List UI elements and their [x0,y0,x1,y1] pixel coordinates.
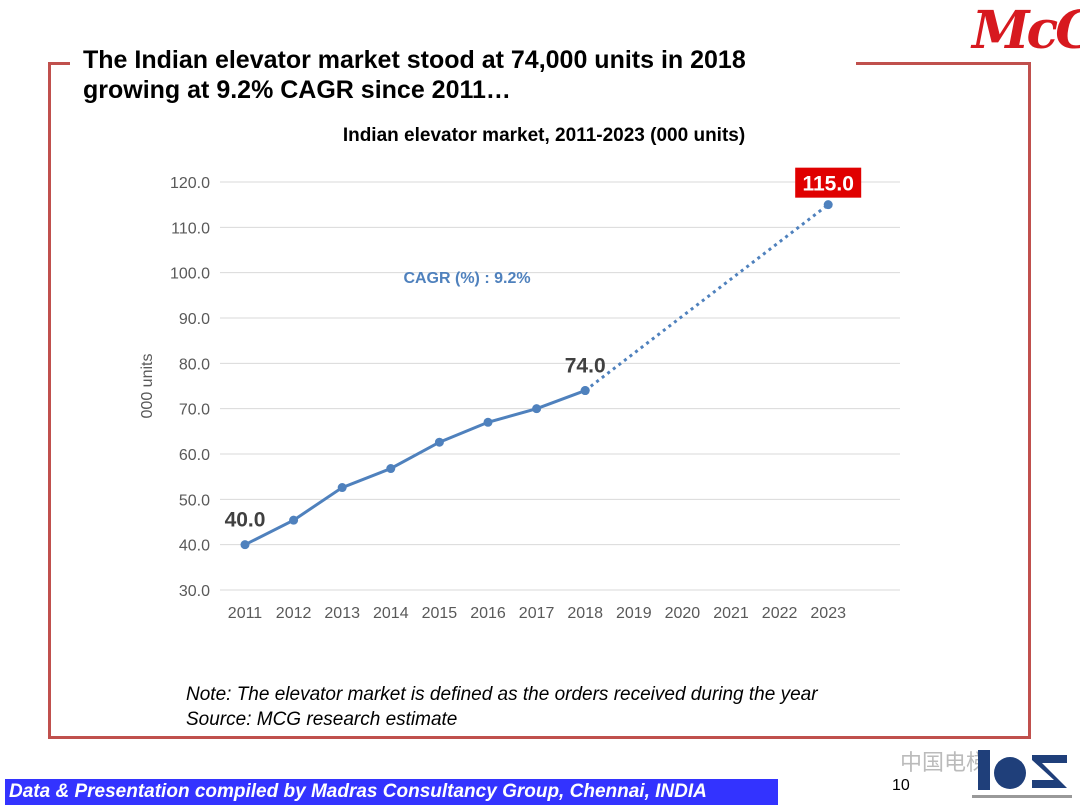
y-tick-label: 120.0 [170,175,210,192]
data-point [289,515,299,525]
data-point [386,464,396,474]
y-tick-label: 60.0 [179,447,210,464]
mcg-logo: McG [972,0,1080,61]
x-tick-label: 2016 [470,605,506,622]
y-tick-label: 50.0 [179,492,210,509]
x-tick-label: 2013 [324,605,360,622]
x-tick-label: 2019 [616,605,652,622]
chart-title: Indian elevator market, 2011-2023 (000 u… [342,125,746,146]
data-point [580,386,590,396]
x-tick-label: 2015 [422,605,458,622]
y-tick-label: 100.0 [170,266,210,283]
data-point [434,437,444,447]
y-tick-label: 80.0 [179,356,210,373]
x-tick-label: 2012 [276,605,312,622]
highlight-label-bg [795,167,862,198]
x-tick-label: 2021 [713,605,749,622]
x-tick-label: 2023 [810,605,846,622]
data-label: 115.0 [802,173,853,196]
x-tick-label: 2017 [519,605,555,622]
y-tick-label: 90.0 [179,311,210,328]
note-text: Note: The elevator market is defined as … [186,684,818,705]
data-label: 40.0 [225,509,266,532]
x-tick-label: 2014 [373,605,409,622]
watermark: 中国电梯 [900,750,989,775]
expo-logo-icon [972,750,1072,798]
x-tick-label: 2020 [665,605,701,622]
slide-title: The Indian elevator market stood at 74,0… [83,46,746,104]
actual-line [244,389,586,547]
data-point [483,417,493,427]
slide-frame [48,63,1031,739]
y-tick-label: 110.0 [171,220,210,237]
x-tick-label: 2011 [228,605,263,622]
frame-top-right [856,62,1031,65]
y-tick-label: 40.0 [179,538,210,555]
cagr-annotation: CAGR (%) : 9.2% [403,270,530,287]
footer-banner: Data & Presentation compiled by Madras C… [5,779,778,805]
x-tick-label: 2018 [567,605,603,622]
frame-top-left [48,62,70,65]
x-tick-label: 2022 [762,605,798,622]
data-point [337,483,347,493]
y-tick-label: 30.0 [179,583,210,600]
page-number: 10 [892,777,910,794]
data-point [532,404,542,414]
chart-note: Note: The elevator market is defined as … [186,682,818,732]
y-tick-label: 70.0 [179,402,210,419]
y-axis-label: 000 units [139,354,156,419]
data-label: 74.0 [565,355,606,378]
data-point [240,540,250,550]
source-text: Source: MCG research estimate [186,709,458,730]
forecast-line [584,203,830,392]
data-point [823,200,833,210]
